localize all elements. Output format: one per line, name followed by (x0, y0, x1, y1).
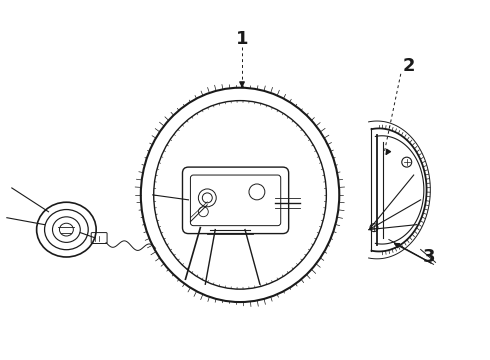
Text: 1: 1 (236, 30, 248, 48)
Text: 2: 2 (402, 57, 415, 75)
Text: 3: 3 (422, 248, 435, 266)
